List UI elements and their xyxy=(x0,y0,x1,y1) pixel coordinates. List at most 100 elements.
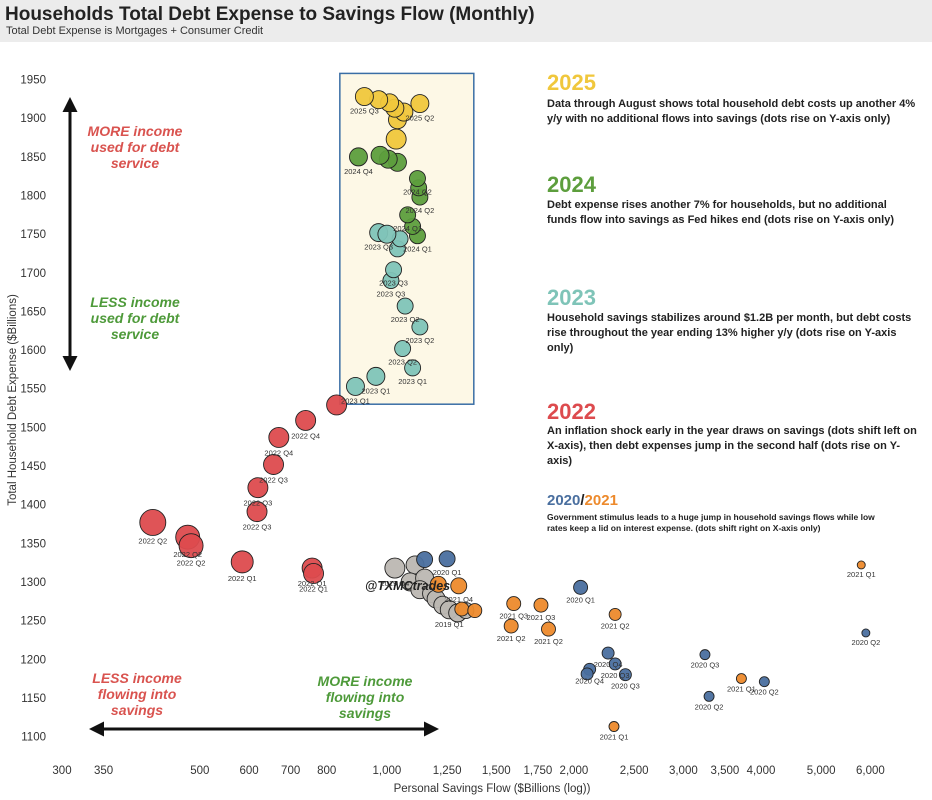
point-label: 2020 Q3 xyxy=(691,661,720,670)
data-point-2021 xyxy=(506,596,522,612)
data-point-2023 xyxy=(385,261,403,279)
point-label: 2021 Q3 xyxy=(527,613,556,622)
y-tick-label: 1500 xyxy=(20,422,46,434)
point-label: 2023 Q1 xyxy=(398,377,427,386)
note-more-debt: MORE income used for debt service xyxy=(87,123,183,171)
data-point-2022 xyxy=(230,550,254,574)
data-point-2022 xyxy=(263,454,284,475)
y-tick-label: 1250 xyxy=(20,616,46,628)
point-label: 2020 Q1 xyxy=(566,595,595,604)
point-label: 2023 Q3 xyxy=(377,290,406,299)
y-tick-label: 1100 xyxy=(21,732,46,744)
y-tick-label: 1400 xyxy=(20,500,46,512)
y-tick-label: 1450 xyxy=(20,461,46,473)
data-point-2024 xyxy=(370,145,390,165)
legend-text-2024: Debt expense rises another 7% for househ… xyxy=(547,199,894,226)
chart-header: Households Total Debt Expense to Savings… xyxy=(0,0,932,42)
data-point-2020 xyxy=(618,668,632,682)
x-axis-title: Personal Savings Flow ($Billions (log)) xyxy=(394,783,591,795)
legend-text-2025: Data through August shows total househol… xyxy=(547,98,916,125)
x-tick-label: 700 xyxy=(281,765,300,777)
point-label: 2023 Q1 xyxy=(341,396,370,405)
x-tick-label: 3,500 xyxy=(711,765,740,777)
point-label: 2022 Q3 xyxy=(259,475,288,484)
note-less-savings: LESS income flowing into savings xyxy=(92,670,182,718)
y-tick-label: 1950 xyxy=(20,75,46,87)
point-label: 2022 Q3 xyxy=(244,499,273,508)
point-label: 2022 Q4 xyxy=(264,448,293,457)
point-label: 2023 Q1 xyxy=(361,386,390,395)
data-point-2022 xyxy=(246,501,268,523)
point-label: 2023 Q2 xyxy=(391,315,420,324)
data-point-2020 xyxy=(861,628,871,638)
point-label: 2024 Q4 xyxy=(344,167,373,176)
y-tick-label: 1300 xyxy=(20,577,46,589)
point-label: 2021 Q1 xyxy=(727,685,756,694)
point-label: 2022 Q1 xyxy=(228,574,257,583)
legend-text-2022: An inflation shock early in the year dra… xyxy=(547,425,917,467)
data-point-2022 xyxy=(303,563,324,584)
data-point-2021 xyxy=(503,618,519,634)
data-point-2022 xyxy=(247,477,269,499)
y-tick-label: 1850 xyxy=(20,152,46,164)
x-tick-label: 4,000 xyxy=(747,765,776,777)
data-point-2023 xyxy=(394,340,412,358)
y-tick-label: 1350 xyxy=(20,538,46,550)
point-label: 2020 Q2 xyxy=(750,688,779,697)
data-point-2022 xyxy=(268,426,290,448)
data-point-2025 xyxy=(410,94,430,114)
point-label: 2024 Q2 xyxy=(403,188,432,197)
data-point-2023 xyxy=(396,297,414,315)
data-point-2024 xyxy=(349,147,368,167)
data-point-2023 xyxy=(366,366,386,386)
data-point-2020 xyxy=(438,550,456,568)
legend-year-2020-2021: 2020/2021 xyxy=(547,492,618,509)
x-tick-label: 1,750 xyxy=(524,765,553,777)
y-tick-label: 1700 xyxy=(20,268,46,280)
watermark: @TXMCtrades xyxy=(365,579,451,593)
point-label: 2022 Q2 xyxy=(177,559,206,568)
point-label: 2021 Q2 xyxy=(601,621,630,630)
point-label: 2019 Q1 xyxy=(435,620,464,629)
x-tick-label: 2,000 xyxy=(560,765,589,777)
data-point-2021 xyxy=(450,577,468,595)
x-tick-label: 800 xyxy=(317,765,336,777)
y-tick-label: 1150 xyxy=(21,693,46,705)
x-tick-label: 600 xyxy=(239,765,258,777)
legend-year-separator: / xyxy=(580,492,585,509)
legend-year-2024: 2024 xyxy=(547,172,596,197)
point-label: 2022 Q3 xyxy=(243,523,272,532)
data-point-2020 xyxy=(608,657,622,671)
point-label: 2019 Q4 xyxy=(380,579,409,588)
data-point-2021 xyxy=(454,601,470,617)
point-label: 2022 Q4 xyxy=(291,431,320,440)
x-tick-label: 1,500 xyxy=(482,765,511,777)
chart-subtitle: Total Debt Expense is Mortgages + Consum… xyxy=(6,25,264,37)
point-label: 2021 Q2 xyxy=(497,634,526,643)
y-tick-label: 1800 xyxy=(20,191,46,203)
point-label: 2020 Q4 xyxy=(575,676,604,685)
y-tick-label: 1200 xyxy=(20,654,46,666)
point-label: 2021 Q1 xyxy=(600,732,629,741)
legend-text-2023: Household savings stabilizes around $1.2… xyxy=(547,312,912,354)
chart-title: Households Total Debt Expense to Savings… xyxy=(5,4,535,25)
point-label: 2023 Q2 xyxy=(388,358,417,367)
x-tick-label: 5,000 xyxy=(807,765,836,777)
data-point-2020 xyxy=(580,667,594,681)
data-point-2021 xyxy=(608,721,620,732)
legend-year-2021: 2021 xyxy=(584,492,618,509)
y-axis-title: Total Household Debt Expense ($Billions) xyxy=(7,294,19,506)
data-point-2020 xyxy=(573,579,589,595)
x-tick-label: 350 xyxy=(94,765,113,777)
legend-year-2020: 2020 xyxy=(547,492,581,509)
point-label: 2020 Q2 xyxy=(851,638,880,647)
x-tick-label: 1,000 xyxy=(373,765,402,777)
data-point-2023 xyxy=(411,318,429,336)
data-point-2020 xyxy=(416,551,434,569)
point-label: 2025 Q3 xyxy=(350,107,379,116)
data-point-2023 xyxy=(404,359,422,377)
data-point-2024 xyxy=(409,170,426,187)
data-point-2021 xyxy=(541,621,556,637)
point-label: 2020 Q2 xyxy=(695,702,724,711)
data-point-2022 xyxy=(326,394,348,416)
